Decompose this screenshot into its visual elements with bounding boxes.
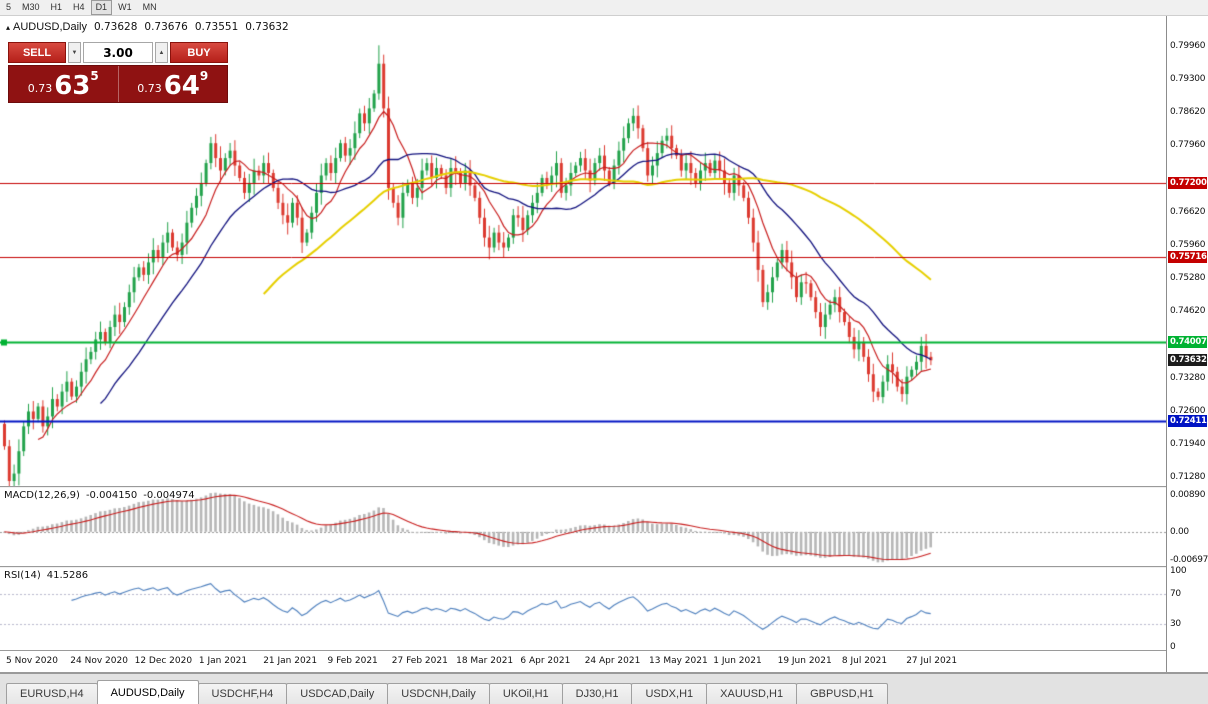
ohlc-high: 0.73676 (144, 21, 188, 33)
date-label: 19 Jun 2021 (777, 656, 832, 666)
price-axis-label: 0.74620 (1170, 306, 1206, 317)
ohlc-low: 0.73551 (194, 21, 239, 33)
timeframe-button-5[interactable]: 5 (6, 2, 12, 12)
price-axis-label: 0.71280 (1170, 472, 1206, 483)
date-label: 8 Jul 2021 (841, 656, 888, 666)
timeframe-toolbar[interactable]: 5 M30 H1 H4 D1 W1 MN (0, 0, 1208, 16)
rsi-name: RSI(14) (4, 570, 41, 581)
macd-signal-value: -0.004974 (143, 490, 195, 501)
buy-price-base: 0.73 (137, 82, 162, 95)
macd-name: MACD(12,26,9) (4, 490, 80, 501)
chart-tab-usdchf-h4[interactable]: USDCHF,H4 (197, 683, 288, 704)
chart-tab-audusd-daily[interactable]: AUDUSD,Daily (96, 680, 199, 704)
date-label: 1 Jun 2021 (713, 656, 762, 666)
volume-increment-button[interactable]: ▲ (155, 42, 168, 63)
chart-tab-usdcnh-daily[interactable]: USDCNH,Daily (387, 683, 490, 704)
price-axis-label: 0.79300 (1170, 73, 1206, 84)
price-axis-label: 0.71940 (1170, 439, 1206, 450)
rsi-axis-label: 70 (1170, 588, 1181, 599)
chart-tab-gbpusd-h1[interactable]: GBPUSD,H1 (796, 683, 888, 704)
date-label: 24 Nov 2020 (70, 656, 128, 666)
chart-tab-dj30-h1[interactable]: DJ30,H1 (561, 683, 633, 704)
price-axis-label: 0.76620 (1170, 206, 1206, 217)
chart-tab-usdcad-daily[interactable]: USDCAD,Daily (286, 683, 389, 704)
bid-ask-display: 0.73 63 5 0.73 64 9 (8, 65, 228, 103)
ohlc-open: 0.73628 (93, 21, 138, 33)
chart-tab-usdx-h1[interactable]: USDX,H1 (631, 683, 708, 704)
sell-price-pips: 63 (54, 71, 91, 101)
date-label: 21 Jan 2021 (263, 656, 318, 666)
chart-title-bar: ▴ AUDUSD,Daily 0.73628 0.73676 0.73551 0.7363… (6, 21, 289, 33)
price-axis-label: 0.79960 (1170, 40, 1206, 51)
one-click-trade-panel: SELL ▼ 3.00 ▲ BUY 0.73 63 5 0.73 64 9 (8, 42, 228, 103)
price-axis-label: 0.75280 (1170, 273, 1206, 284)
date-label: 13 May 2021 (649, 656, 708, 666)
price-axis-label: 0.73280 (1170, 372, 1206, 383)
price-axis-label: 0.77960 (1170, 140, 1206, 151)
sell-button[interactable]: SELL (8, 42, 66, 63)
date-label: 27 Feb 2021 (391, 656, 448, 666)
price-line-tag: 0.72411 (1168, 414, 1207, 427)
timeframe-button-mn[interactable]: MN (142, 2, 157, 12)
rsi-indicator-label: RSI(14) 41.5286 (4, 570, 88, 581)
rsi-value: 41.5286 (46, 570, 89, 581)
buy-price-display[interactable]: 0.73 64 9 (117, 66, 228, 102)
buy-price-pips: 64 (163, 71, 200, 101)
macd-axis-min: -0.00697 (1170, 555, 1208, 565)
macd-panel-canvas[interactable] (0, 488, 1166, 566)
symbol-marker-icon: ▴ (6, 23, 11, 32)
chart-symbol-title: AUDUSD,Daily (13, 21, 87, 33)
volume-input[interactable]: 3.00 (83, 42, 153, 63)
rsi-axis-label: 100 (1170, 566, 1187, 576)
chart-macd-separator[interactable] (0, 486, 1208, 487)
buy-button[interactable]: BUY (170, 42, 228, 63)
date-label: 6 Apr 2021 (520, 656, 571, 666)
volume-decrement-button[interactable]: ▼ (68, 42, 81, 63)
date-label: 27 Jul 2021 (906, 656, 958, 666)
price-line-tag: 0.75716 (1168, 250, 1207, 263)
chart-tab-bar[interactable]: EURUSD,H4 AUDUSD,Daily USDCHF,H4 USDCAD,Dai… (0, 673, 1208, 704)
timeframe-button-h1[interactable]: H1 (50, 2, 63, 12)
date-label: 5 Nov 2020 (6, 656, 58, 666)
rsi-panel-canvas[interactable] (0, 568, 1166, 650)
chart-tab-ukoil-h1[interactable]: UKOil,H1 (488, 683, 563, 704)
date-axis[interactable]: 5 Nov 2020 24 Nov 2020 12 Dec 2020 1 Jan 20… (0, 651, 1166, 672)
rsi-axis-label: 0 (1170, 642, 1176, 652)
price-line-tag: 0.73632 (1168, 354, 1207, 367)
price-axis-label: 0.75960 (1170, 239, 1206, 250)
sell-price-display[interactable]: 0.73 63 5 (9, 66, 118, 102)
price-axis-label: 0.78620 (1170, 107, 1206, 118)
price-axis-label: 0.72600 (1170, 406, 1206, 417)
timeframe-button-d1[interactable]: D1 (90, 0, 113, 15)
sell-price-base: 0.73 (27, 82, 53, 95)
date-label: 12 Dec 2020 (134, 656, 193, 666)
timeframe-button-w1[interactable]: W1 (118, 2, 132, 12)
price-axis[interactable]: 0.00890 0.00 -0.00697 0.79960 0.79300 0.78… (1166, 16, 1208, 672)
sell-price-point: 5 (90, 69, 99, 83)
timeframe-button-m30[interactable]: M30 (22, 2, 40, 12)
date-label: 1 Jan 2021 (198, 656, 248, 666)
date-label: 24 Apr 2021 (584, 656, 641, 666)
price-line-tag: 0.74007 (1168, 335, 1207, 348)
macd-main-value: -0.004150 (85, 490, 138, 501)
chart-tab-eurusd-h4[interactable]: EURUSD,H4 (6, 683, 98, 704)
chart-tab-xauusd-h1[interactable]: XAUUSD,H1 (706, 683, 798, 704)
macd-rsi-separator[interactable] (0, 566, 1208, 567)
date-label: 9 Feb 2021 (327, 656, 378, 666)
macd-axis-zero: 0.00 (1170, 526, 1189, 537)
rsi-dates-separator (0, 650, 1208, 651)
buy-price-point: 9 (199, 69, 209, 83)
dates-tabbar-separator (0, 672, 1208, 673)
ohlc-close: 0.73632 (245, 21, 289, 33)
macd-indicator-label: MACD(12,26,9) -0.004150 -0.004974 (4, 490, 195, 501)
timeframe-button-h4[interactable]: H4 (73, 2, 85, 12)
rsi-axis-label: 30 (1170, 619, 1181, 630)
price-line-tag: 0.77200 (1168, 176, 1207, 189)
date-label: 18 Mar 2021 (456, 656, 514, 666)
macd-axis-max: 0.00890 (1170, 490, 1206, 500)
